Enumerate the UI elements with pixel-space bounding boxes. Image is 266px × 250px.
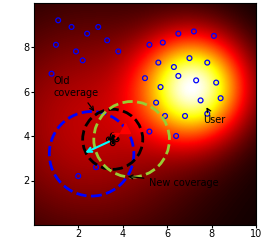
Point xyxy=(205,112,209,116)
Point xyxy=(218,96,223,100)
Point xyxy=(212,34,216,38)
Point xyxy=(147,130,152,134)
Point xyxy=(74,50,78,54)
Point xyxy=(154,100,158,104)
Text: New coverage: New coverage xyxy=(129,175,219,188)
Point xyxy=(156,60,160,64)
Point xyxy=(147,43,152,47)
Point xyxy=(192,30,196,34)
Point xyxy=(54,43,58,47)
Point xyxy=(159,85,163,89)
Point xyxy=(69,25,74,29)
Point xyxy=(187,56,192,60)
Point xyxy=(205,60,209,64)
Point xyxy=(105,38,109,42)
Point xyxy=(198,98,203,102)
Text: User: User xyxy=(203,108,225,126)
Point xyxy=(76,174,80,178)
Point xyxy=(176,32,180,36)
Point xyxy=(56,18,60,22)
Text: Old
coverage: Old coverage xyxy=(54,76,99,110)
Point xyxy=(183,114,187,118)
Point xyxy=(176,74,180,78)
Point xyxy=(94,165,98,169)
Point xyxy=(163,114,167,118)
Point xyxy=(85,32,89,36)
Point xyxy=(143,76,147,80)
Point xyxy=(214,80,218,84)
Point xyxy=(194,78,198,82)
Point xyxy=(96,25,100,29)
Point xyxy=(172,65,176,69)
Point xyxy=(49,72,54,76)
Point xyxy=(81,58,85,62)
Point xyxy=(116,50,120,54)
Point xyxy=(161,40,165,44)
Point xyxy=(174,134,178,138)
